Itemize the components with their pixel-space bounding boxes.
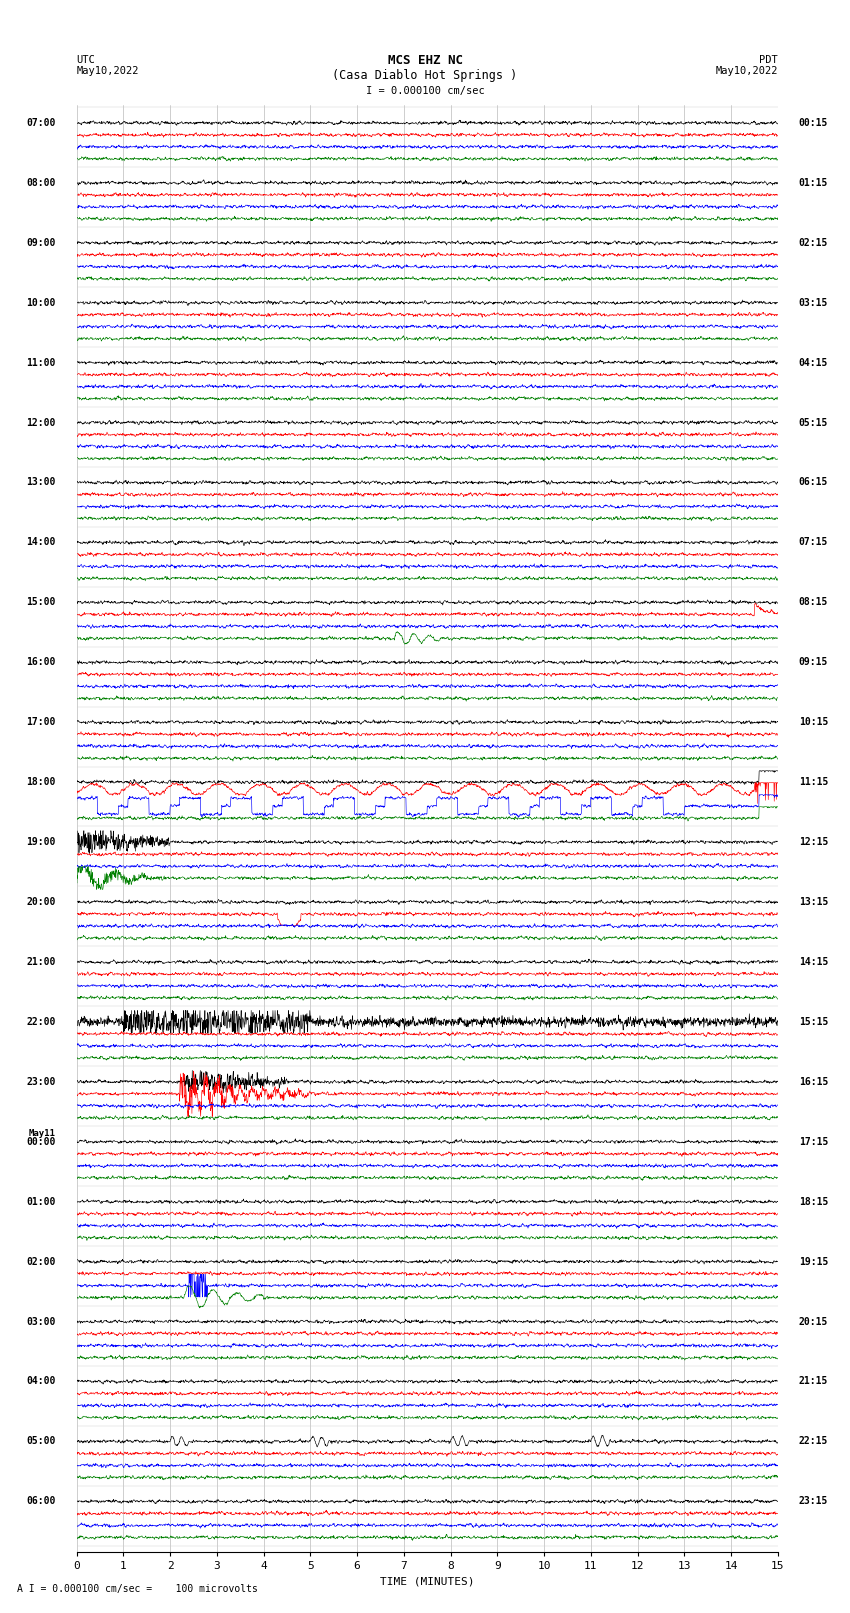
Text: 23:00: 23:00 bbox=[26, 1077, 55, 1087]
Text: 01:15: 01:15 bbox=[799, 177, 828, 187]
Text: 11:00: 11:00 bbox=[26, 358, 55, 368]
Text: 07:15: 07:15 bbox=[799, 537, 828, 547]
Text: 22:15: 22:15 bbox=[799, 1437, 828, 1447]
Text: 08:15: 08:15 bbox=[799, 597, 828, 608]
Text: May10,2022: May10,2022 bbox=[715, 66, 778, 76]
Text: 23:15: 23:15 bbox=[799, 1497, 828, 1507]
Text: 00:15: 00:15 bbox=[799, 118, 828, 127]
Text: 01:00: 01:00 bbox=[26, 1197, 55, 1207]
Text: 02:00: 02:00 bbox=[26, 1257, 55, 1266]
Text: A I = 0.000100 cm/sec =    100 microvolts: A I = 0.000100 cm/sec = 100 microvolts bbox=[17, 1584, 258, 1594]
Text: 12:00: 12:00 bbox=[26, 418, 55, 427]
Text: 20:15: 20:15 bbox=[799, 1316, 828, 1326]
Text: 19:15: 19:15 bbox=[799, 1257, 828, 1266]
Text: 00:00: 00:00 bbox=[26, 1137, 55, 1147]
Text: 18:15: 18:15 bbox=[799, 1197, 828, 1207]
Text: (Casa Diablo Hot Springs ): (Casa Diablo Hot Springs ) bbox=[332, 69, 518, 82]
Text: UTC: UTC bbox=[76, 55, 95, 65]
Text: 11:15: 11:15 bbox=[799, 777, 828, 787]
Text: 16:00: 16:00 bbox=[26, 656, 55, 668]
Text: 05:00: 05:00 bbox=[26, 1437, 55, 1447]
Text: 18:00: 18:00 bbox=[26, 777, 55, 787]
Text: 21:15: 21:15 bbox=[799, 1376, 828, 1387]
Text: 13:00: 13:00 bbox=[26, 477, 55, 487]
Text: PDT: PDT bbox=[759, 55, 778, 65]
Text: 04:00: 04:00 bbox=[26, 1376, 55, 1387]
Text: 12:15: 12:15 bbox=[799, 837, 828, 847]
Text: 04:15: 04:15 bbox=[799, 358, 828, 368]
Text: 07:00: 07:00 bbox=[26, 118, 55, 127]
Text: 16:15: 16:15 bbox=[799, 1077, 828, 1087]
X-axis label: TIME (MINUTES): TIME (MINUTES) bbox=[380, 1576, 474, 1586]
Text: MCS EHZ NC: MCS EHZ NC bbox=[388, 53, 462, 66]
Text: 06:00: 06:00 bbox=[26, 1497, 55, 1507]
Text: May10,2022: May10,2022 bbox=[76, 66, 139, 76]
Text: 20:00: 20:00 bbox=[26, 897, 55, 907]
Text: 02:15: 02:15 bbox=[799, 237, 828, 248]
Text: 15:00: 15:00 bbox=[26, 597, 55, 608]
Text: 06:15: 06:15 bbox=[799, 477, 828, 487]
Text: 03:15: 03:15 bbox=[799, 298, 828, 308]
Text: 05:15: 05:15 bbox=[799, 418, 828, 427]
Text: I = 0.000100 cm/sec: I = 0.000100 cm/sec bbox=[366, 85, 484, 97]
Text: 08:00: 08:00 bbox=[26, 177, 55, 187]
Text: 17:15: 17:15 bbox=[799, 1137, 828, 1147]
Text: 19:00: 19:00 bbox=[26, 837, 55, 847]
Text: 15:15: 15:15 bbox=[799, 1016, 828, 1027]
Text: 09:15: 09:15 bbox=[799, 656, 828, 668]
Text: 13:15: 13:15 bbox=[799, 897, 828, 907]
Text: 10:00: 10:00 bbox=[26, 298, 55, 308]
Text: May11: May11 bbox=[29, 1129, 55, 1139]
Text: 14:15: 14:15 bbox=[799, 957, 828, 966]
Text: 22:00: 22:00 bbox=[26, 1016, 55, 1027]
Text: 09:00: 09:00 bbox=[26, 237, 55, 248]
Text: 14:00: 14:00 bbox=[26, 537, 55, 547]
Text: 10:15: 10:15 bbox=[799, 718, 828, 727]
Text: 03:00: 03:00 bbox=[26, 1316, 55, 1326]
Text: 17:00: 17:00 bbox=[26, 718, 55, 727]
Text: 21:00: 21:00 bbox=[26, 957, 55, 966]
